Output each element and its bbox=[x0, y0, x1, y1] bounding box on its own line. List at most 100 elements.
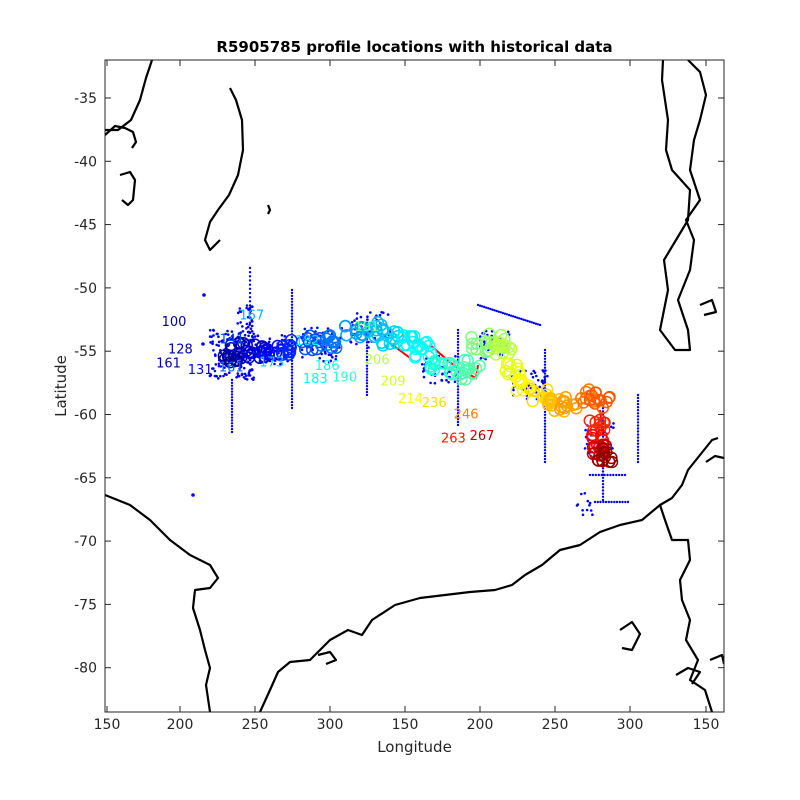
profile-marker bbox=[409, 342, 423, 356]
historical-point bbox=[636, 457, 640, 461]
profile-marker bbox=[465, 330, 478, 344]
profile-marker bbox=[605, 455, 619, 469]
historical-point bbox=[636, 393, 640, 397]
historical-point bbox=[355, 312, 359, 315]
profile-marker bbox=[501, 367, 515, 381]
profile-marker bbox=[593, 417, 607, 431]
historical-point bbox=[365, 350, 369, 353]
historical-point bbox=[310, 326, 313, 330]
coastline-small-island bbox=[266, 204, 272, 215]
historical-point bbox=[224, 332, 227, 336]
historical-point bbox=[230, 401, 234, 405]
historical-point bbox=[222, 374, 225, 378]
historical-point bbox=[636, 418, 640, 421]
historical-point bbox=[230, 407, 234, 411]
x-tick-label: 250 bbox=[242, 717, 269, 733]
historical-point bbox=[601, 476, 605, 479]
historical-point bbox=[512, 388, 515, 392]
historical-point bbox=[601, 470, 605, 473]
historical-point bbox=[247, 334, 250, 338]
profile-marker bbox=[329, 341, 343, 355]
historical-point bbox=[456, 409, 460, 412]
profile-marker bbox=[591, 453, 605, 467]
historical-point bbox=[543, 443, 547, 446]
historical-point bbox=[543, 425, 547, 428]
y-tick-label: -55 bbox=[74, 344, 97, 360]
historical-point bbox=[636, 436, 640, 439]
profile-label: 246 bbox=[454, 407, 479, 422]
profile-marker bbox=[597, 445, 611, 459]
historical-point bbox=[624, 500, 627, 504]
historical-point bbox=[245, 304, 249, 307]
historical-point bbox=[235, 376, 238, 379]
historical-point bbox=[290, 386, 294, 389]
historical-point bbox=[636, 433, 640, 436]
historical-point bbox=[273, 359, 277, 362]
historical-point bbox=[350, 321, 354, 324]
historical-point bbox=[290, 291, 294, 295]
historical-point bbox=[543, 419, 547, 422]
chart-title: R5905785 profile locations with historic… bbox=[216, 38, 612, 56]
historical-point bbox=[365, 393, 369, 397]
historical-point bbox=[323, 350, 327, 354]
historical-point bbox=[534, 322, 538, 325]
x-tick-label: 250 bbox=[542, 717, 569, 733]
historical-point bbox=[230, 425, 234, 428]
profile-label: 206 bbox=[365, 353, 390, 368]
historical-point bbox=[327, 353, 331, 357]
profile-marker bbox=[422, 339, 436, 352]
historical-point bbox=[636, 412, 640, 415]
historical-point bbox=[273, 362, 276, 366]
historical-point bbox=[487, 307, 490, 310]
historical-point bbox=[212, 329, 215, 332]
historical-point bbox=[601, 467, 605, 470]
historical-point bbox=[209, 341, 212, 344]
profile-marker bbox=[466, 337, 479, 351]
profile-marker bbox=[340, 328, 353, 342]
historical-point bbox=[588, 504, 591, 507]
historical-point bbox=[240, 372, 244, 376]
coastline-south-america bbox=[658, 60, 708, 352]
profile-label: 214 bbox=[398, 392, 423, 407]
historical-point bbox=[543, 446, 547, 449]
historical-point bbox=[535, 374, 538, 378]
profile-marker bbox=[224, 350, 238, 363]
historical-point bbox=[530, 372, 533, 376]
profile-marker bbox=[589, 386, 602, 399]
historical-point bbox=[626, 500, 630, 504]
historical-point bbox=[456, 328, 460, 332]
historical-point bbox=[230, 381, 234, 385]
profile-marker bbox=[428, 354, 441, 368]
profile-marker bbox=[325, 335, 339, 348]
historical-point bbox=[636, 427, 640, 430]
historical-point bbox=[327, 361, 331, 364]
historical-point bbox=[543, 354, 547, 358]
historical-point bbox=[290, 371, 294, 374]
historical-point bbox=[365, 341, 369, 344]
historical-point bbox=[290, 400, 294, 404]
historical-point bbox=[581, 509, 584, 512]
historical-point bbox=[217, 362, 221, 366]
historical-point bbox=[280, 334, 284, 337]
historical-point bbox=[230, 393, 234, 396]
historical-point bbox=[268, 337, 272, 341]
historical-point bbox=[236, 372, 240, 375]
historical-point bbox=[247, 330, 250, 334]
historical-point bbox=[601, 486, 605, 489]
historical-point bbox=[447, 380, 450, 384]
historical-point bbox=[601, 410, 605, 413]
historical-point bbox=[489, 307, 492, 311]
historical-point bbox=[543, 378, 547, 381]
profile-marker bbox=[496, 346, 509, 360]
historical-point bbox=[429, 381, 432, 385]
profile-label: 131 bbox=[188, 363, 213, 378]
historical-point bbox=[249, 327, 253, 331]
historical-point bbox=[440, 378, 444, 382]
historical-point bbox=[543, 410, 547, 414]
historical-point bbox=[369, 311, 372, 314]
historical-point bbox=[543, 428, 547, 431]
historical-point bbox=[365, 352, 369, 356]
profile-label: 141 bbox=[220, 333, 245, 348]
coastline-new-zealand-north bbox=[105, 60, 154, 132]
